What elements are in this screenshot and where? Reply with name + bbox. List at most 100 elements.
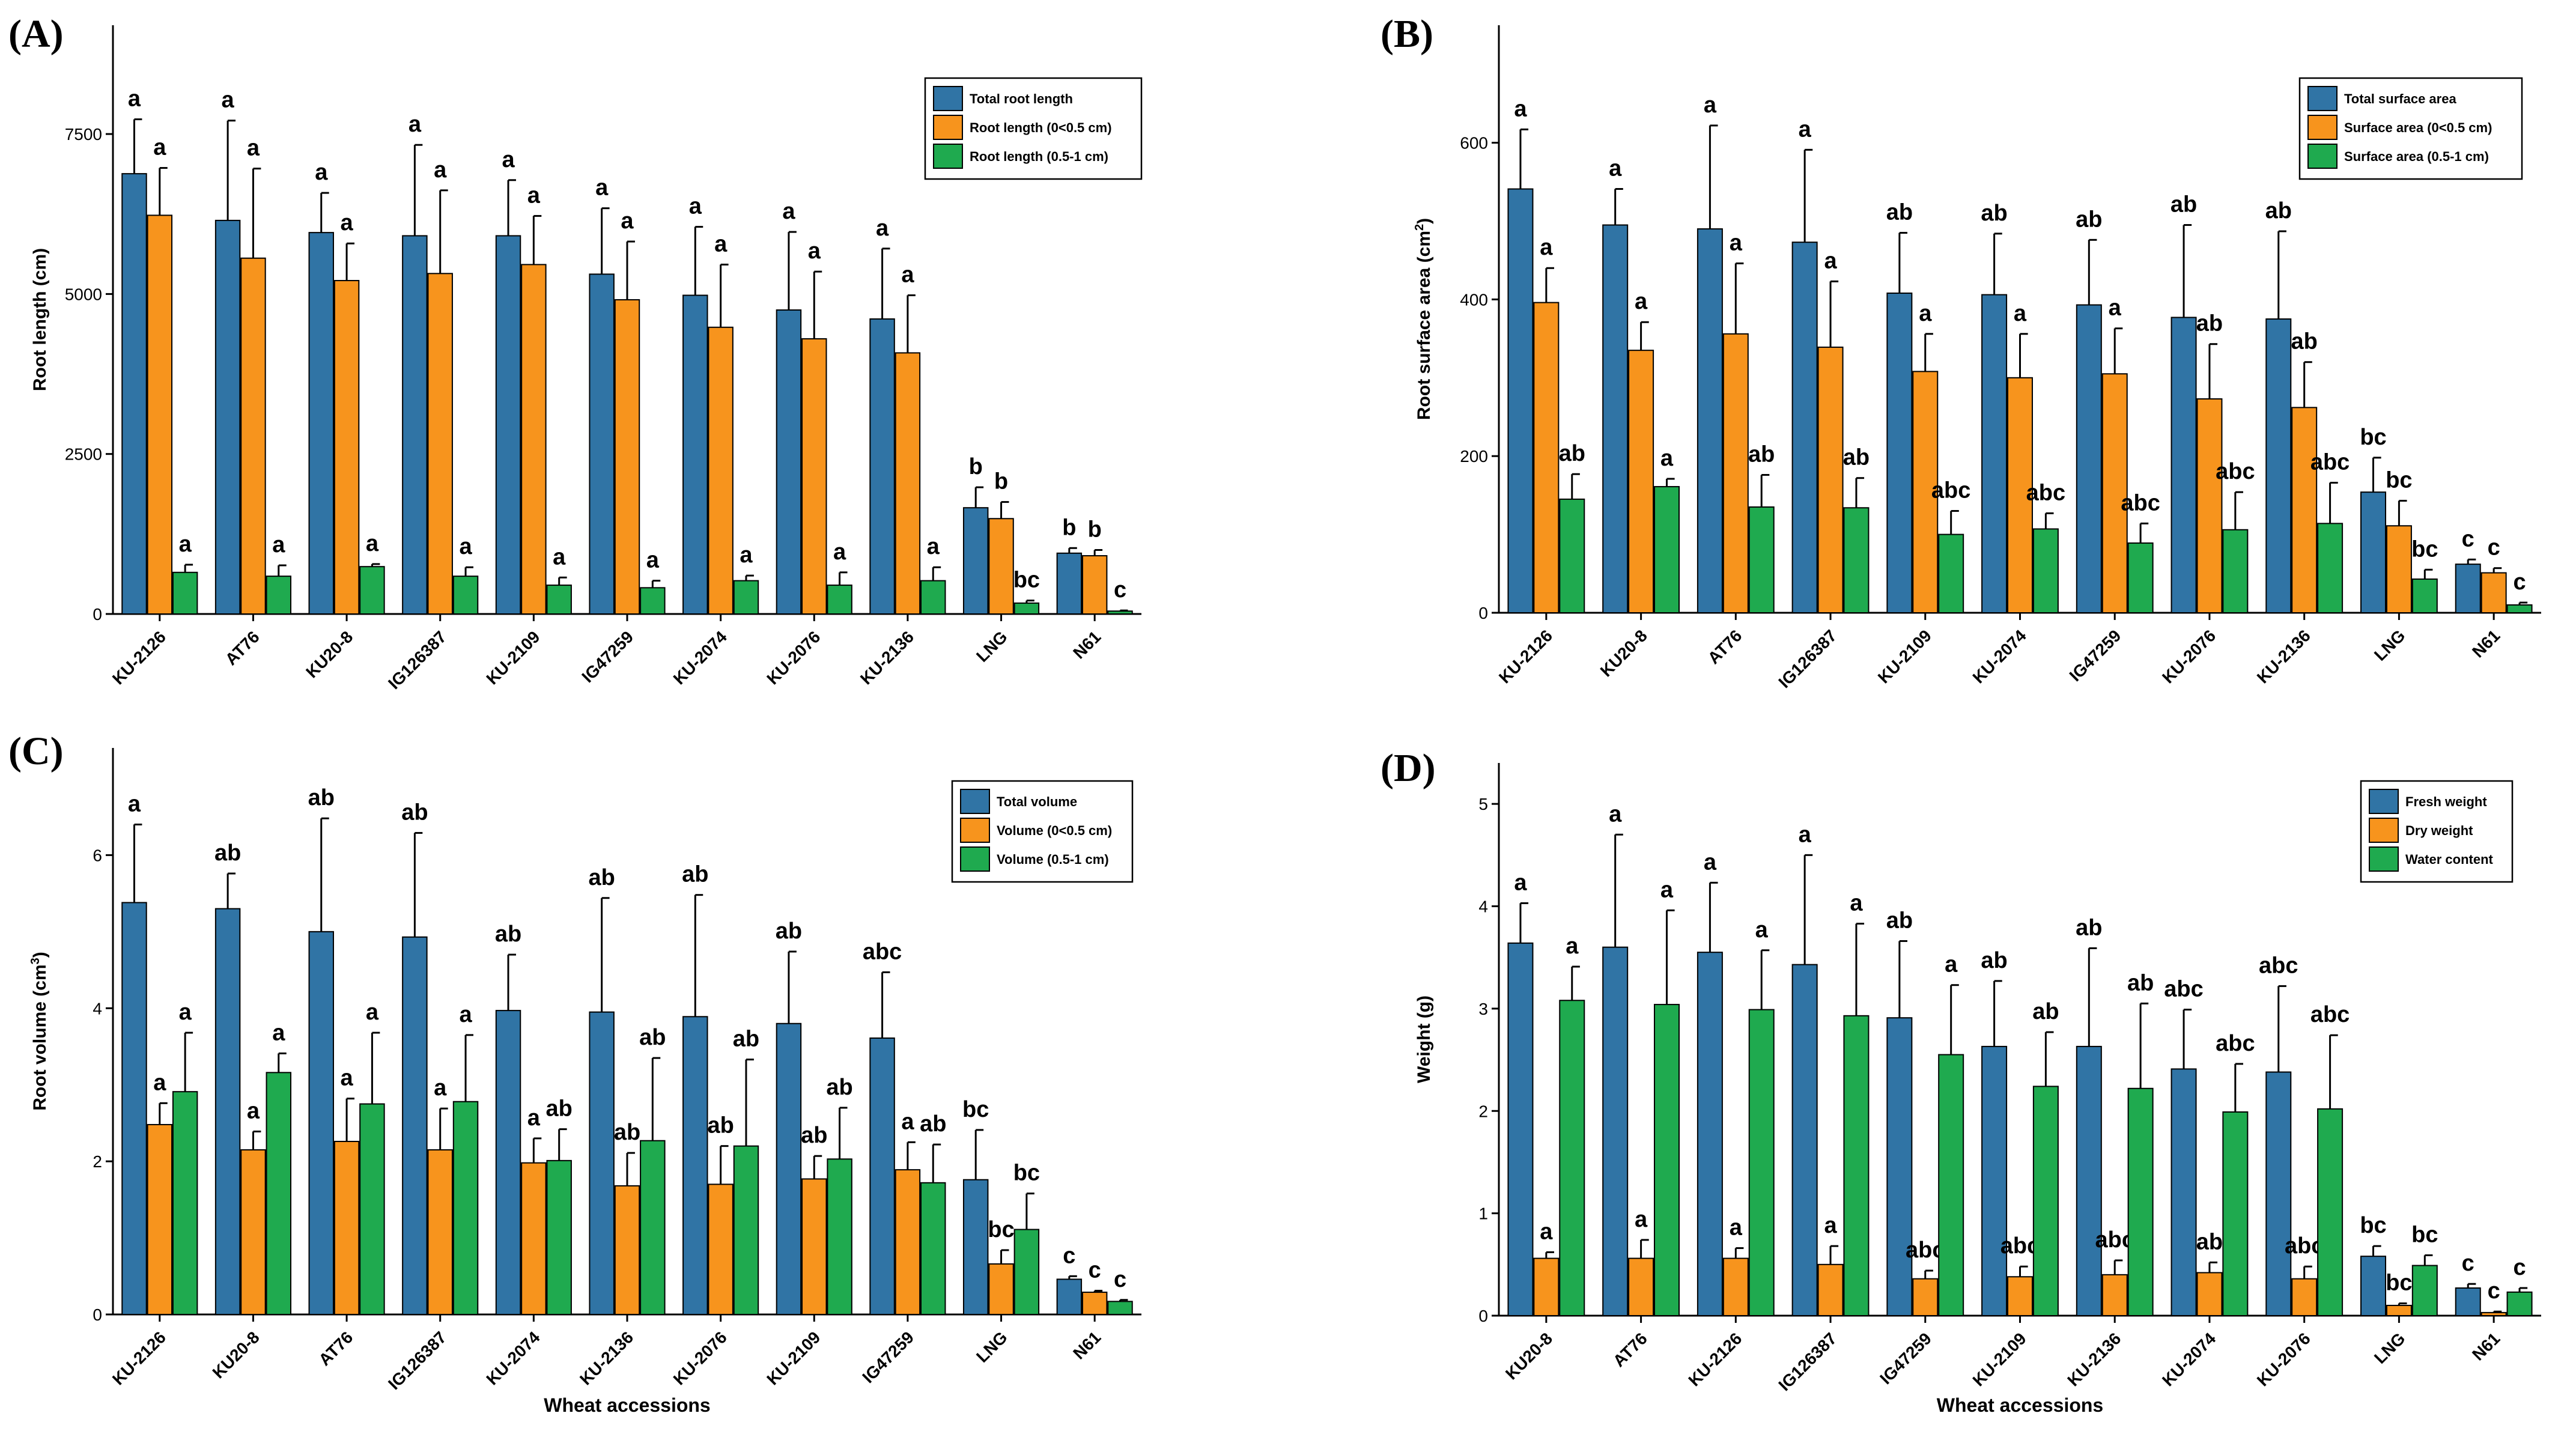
x-tick-label: IG126387 [384, 1328, 450, 1393]
bar [240, 257, 266, 615]
x-tick-label: KU-2136 [576, 1328, 637, 1388]
bar [962, 507, 989, 615]
legend-swatch [960, 818, 990, 843]
bar [2222, 529, 2249, 613]
significance-label: ab [2291, 329, 2318, 354]
significance-label: abc [2216, 1031, 2255, 1056]
bar [1697, 228, 1723, 614]
bar [266, 576, 292, 615]
y-tick-label: 0 [93, 605, 102, 624]
significance-label: bc [1013, 1161, 1040, 1186]
significance-label: a [153, 135, 166, 160]
significance-label: a [409, 112, 422, 137]
y-tick-label: 0 [93, 1305, 102, 1324]
bar [733, 580, 759, 615]
significance-label: a [1824, 248, 1837, 273]
significance-label: ab [2076, 207, 2102, 232]
bar [962, 1179, 989, 1315]
legend-swatch [960, 846, 990, 872]
y-tick-label: 400 [1460, 290, 1488, 309]
significance-label: ab [2170, 192, 2197, 217]
bar [2265, 318, 2292, 613]
legend-label: Water content [2405, 852, 2494, 867]
legend-label: Total surface area [2344, 91, 2456, 106]
y-tick-label: 7500 [65, 125, 102, 144]
significance-label: bc [962, 1097, 989, 1122]
significance-label: a [434, 157, 447, 183]
bar [1653, 486, 1680, 614]
significance-label: ab [776, 919, 802, 944]
significance-label: b [1062, 515, 1076, 540]
bar [708, 326, 734, 615]
bar [2360, 491, 2387, 614]
y-tick-label: 600 [1460, 134, 1488, 153]
y-axis-label-sup: 3 [29, 958, 42, 964]
x-tick-label: KU-2109 [763, 1328, 824, 1388]
bar [640, 587, 666, 615]
x-tick-label: KU-2126 [1684, 1329, 1745, 1390]
legend-swatch [2307, 86, 2338, 111]
bar [2291, 407, 2318, 613]
significance-label: a [222, 88, 235, 113]
bar [2076, 1045, 2102, 1316]
bar [546, 585, 572, 615]
significance-label: bc [2411, 536, 2438, 562]
bar [147, 214, 173, 615]
bar [1722, 1257, 1749, 1316]
bar [988, 1263, 1014, 1315]
x-tick-label: KU-2074 [1969, 626, 2030, 687]
significance-label: a [128, 87, 141, 112]
x-tick-label: N61 [1069, 1328, 1104, 1363]
x-tick-label: IG47259 [2066, 626, 2125, 685]
bar [121, 902, 147, 1316]
significance-label: a [1514, 870, 1527, 895]
significance-label: bc [2360, 425, 2386, 450]
bar [1628, 350, 1654, 613]
x-tick-label: KU20-8 [302, 627, 356, 681]
significance-label: a [2014, 301, 2027, 326]
significance-label: a [341, 210, 354, 235]
y-tick-label: 3 [1478, 1000, 1488, 1018]
y-axis-label: Root surface area (cm2) [1413, 218, 1434, 420]
bar [427, 273, 453, 615]
legend-label: Surface area (0.5-1 cm) [2344, 149, 2489, 164]
legend-swatch [2369, 846, 2399, 872]
bar [402, 936, 428, 1315]
bar [1886, 1017, 1913, 1316]
bar [1938, 1054, 1964, 1316]
significance-label: a [714, 231, 728, 257]
x-tick-label: AT76 [222, 627, 263, 669]
bar [827, 585, 852, 615]
significance-label: a [1730, 1215, 1743, 1241]
bar [359, 1103, 385, 1315]
bar [1507, 188, 1534, 613]
significance-label: a [901, 1109, 914, 1134]
x-tick-label: N61 [2468, 1329, 2503, 1364]
significance-label: ab [214, 840, 241, 866]
bar [333, 280, 360, 615]
significance-label: ab [1981, 201, 2007, 226]
significance-label: ab [2032, 999, 2059, 1024]
significance-label: a [1540, 235, 1553, 260]
bar [2480, 1311, 2507, 1317]
legend-label: Volume (0.5-1 cm) [997, 852, 1109, 867]
significance-label: abc [2026, 480, 2065, 505]
panel-a: (A) Root length (cm) 0 2500 5000 7500 KU-2126 a… [8, 12, 1143, 693]
bar [682, 294, 708, 615]
bar [2506, 1291, 2533, 1316]
bar [1748, 506, 1775, 614]
significance-label: abc [2164, 977, 2203, 1002]
y-axis-label-end: ) [30, 952, 50, 958]
significance-label: a [366, 531, 379, 556]
y-tick-label: 1 [1478, 1205, 1488, 1223]
bar [359, 566, 385, 615]
panel-label: (C) [8, 729, 64, 773]
bar [1056, 1278, 1083, 1316]
significance-label: a [1704, 849, 1717, 875]
legend-swatch [2307, 144, 2338, 169]
x-tick-label: N61 [1069, 627, 1104, 662]
bar [776, 309, 802, 615]
x-tick-label: LNG [2371, 626, 2409, 664]
bar [546, 1159, 572, 1316]
legend-label: Total root length [970, 91, 1073, 106]
